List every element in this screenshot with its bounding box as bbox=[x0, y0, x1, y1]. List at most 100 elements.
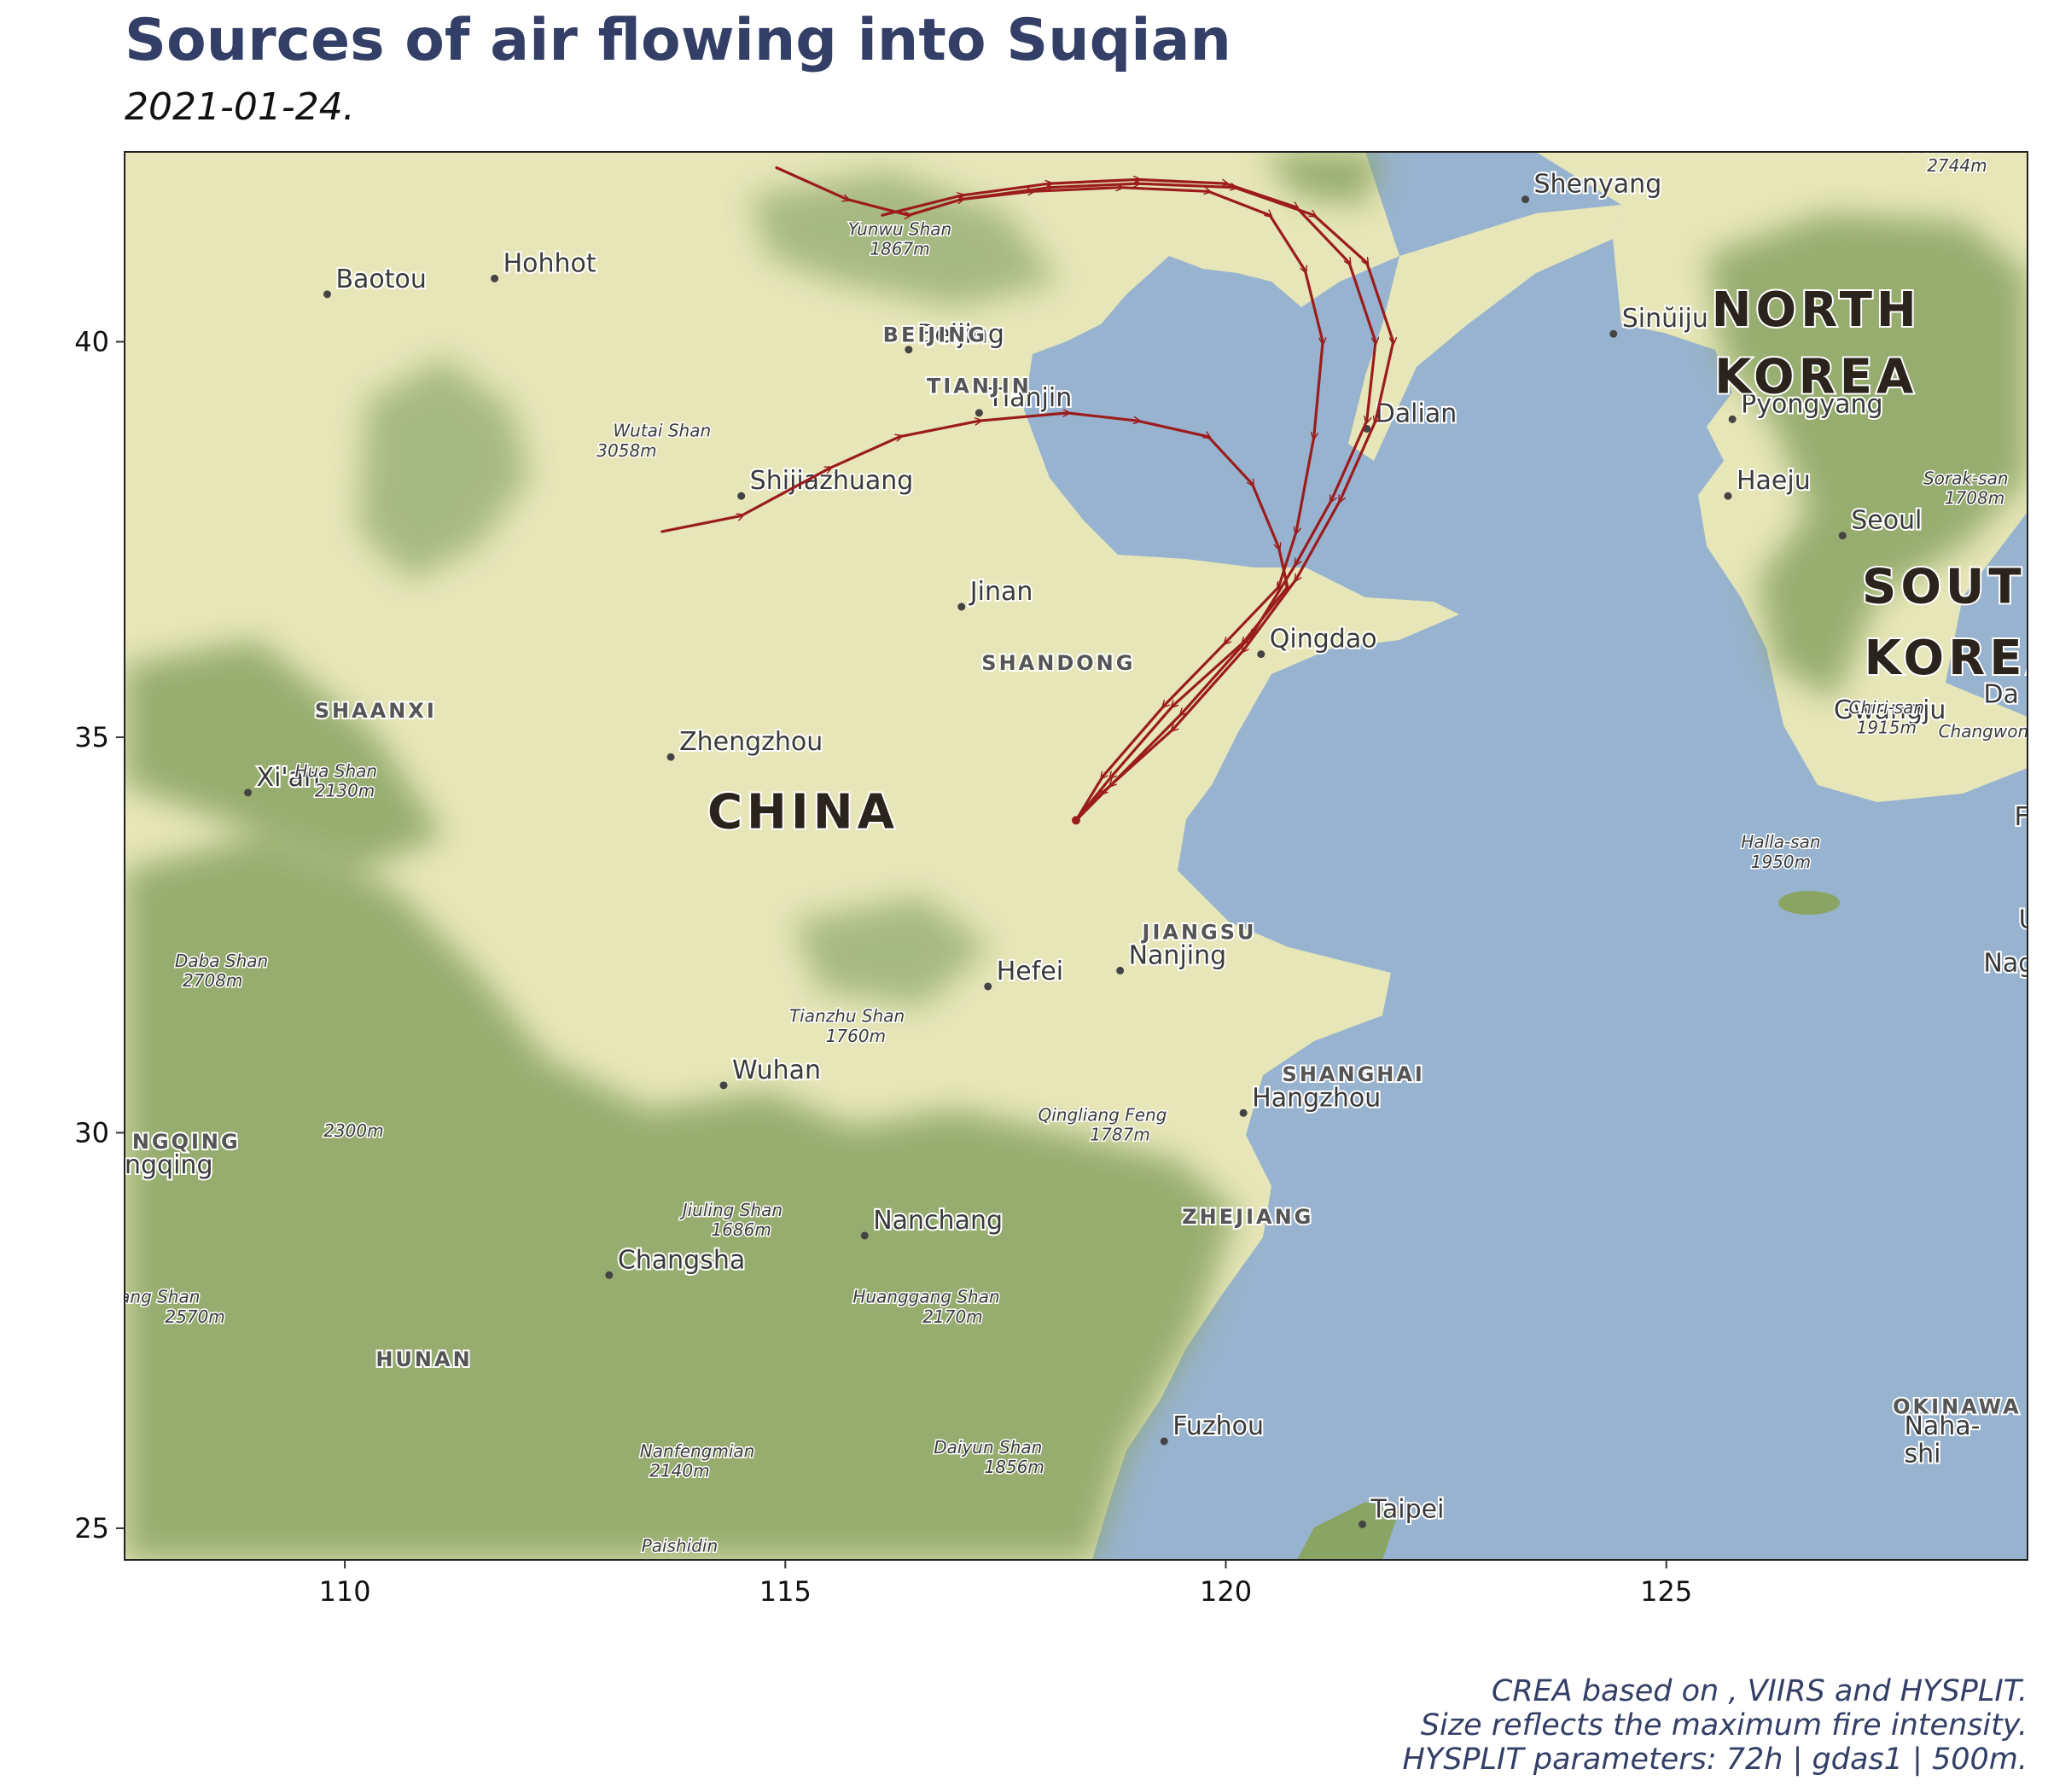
city-dot-taipei bbox=[1359, 1520, 1367, 1528]
caption: CREA based on , VIIRS and HYSPLIT. Size … bbox=[1403, 1674, 2028, 1777]
receptor-marker bbox=[1072, 816, 1080, 825]
terrain-shading bbox=[125, 152, 2028, 1560]
city-label-xi-an: Xi'an bbox=[257, 763, 321, 793]
city-label-jinan: Jinan bbox=[969, 577, 1033, 607]
city-label-nanjing: Nanjing bbox=[1129, 940, 1227, 970]
caption-line-1: CREA based on , VIIRS and HYSPLIT. bbox=[1491, 1674, 2028, 1708]
peak-label-2170m: 2170m bbox=[922, 1306, 982, 1327]
country-label-korea: KOREA bbox=[1714, 350, 1917, 405]
peak-label-wutai-shan: Wutai Shan bbox=[613, 421, 711, 441]
country-label-south: SOUTH bbox=[1862, 559, 2048, 614]
city-label-nanchang: Nanchang bbox=[873, 1206, 1003, 1236]
x-tick-label: 120 bbox=[1200, 1575, 1252, 1608]
liaodong-land bbox=[1348, 205, 1621, 461]
city-label-taipei: Taipei bbox=[1370, 1494, 1445, 1524]
x-tick-label: 125 bbox=[1640, 1575, 1692, 1608]
city-dot-haeju bbox=[1724, 492, 1732, 500]
city-dot-fuzhou bbox=[1160, 1437, 1168, 1446]
y-tick-label: 40 bbox=[74, 325, 109, 358]
taiwan-land bbox=[1297, 1502, 1399, 1560]
city-dot-nanjing bbox=[1116, 966, 1125, 975]
axes: 110 115 120 125 25 30 35 40 bbox=[74, 325, 1692, 1608]
city-label-hohhot: Hohhot bbox=[503, 248, 596, 278]
peak-label-2300m: 2300m bbox=[323, 1120, 383, 1141]
peak-label-ang-shan: ang Shan bbox=[119, 1287, 200, 1307]
city-dot-sin-iju bbox=[1609, 329, 1618, 338]
peak-label-changwon: Changwon bbox=[1939, 721, 2029, 742]
peak-label-2708m: 2708m bbox=[183, 970, 242, 991]
peak-label-1950m: 1950m bbox=[1751, 852, 1811, 872]
city-dot-seoul bbox=[1838, 532, 1847, 540]
city-label-shi: shi bbox=[1904, 1439, 1940, 1469]
peak-label-yunwu-shan: Yunwu Shan bbox=[848, 218, 951, 239]
city-label-seoul: Seoul bbox=[1851, 506, 1922, 536]
trajectory-line-4 bbox=[960, 183, 1393, 822]
city-label-baotou: Baotou bbox=[335, 265, 426, 294]
city-dot-zhengzhou bbox=[666, 753, 675, 761]
plot-frame bbox=[124, 151, 2028, 1561]
city-dot-changsha bbox=[605, 1271, 614, 1279]
city-dot-xi-an bbox=[244, 788, 253, 797]
y-tick-label: 30 bbox=[74, 1116, 109, 1149]
peak-label-paishidin: Paishidin bbox=[642, 1536, 718, 1556]
peak-label-1708m: 1708m bbox=[1945, 488, 2004, 509]
city-label-qingdao: Qingdao bbox=[1270, 625, 1377, 655]
province-label-shanghai: SHANGHAI bbox=[1283, 1062, 1425, 1086]
peak-label-1787m: 1787m bbox=[1090, 1125, 1149, 1145]
city-dot-beijing bbox=[905, 346, 913, 354]
x-tick-label: 110 bbox=[319, 1575, 371, 1608]
peak-label-chiri-san: Chiri-san bbox=[1849, 697, 1925, 718]
city-label-da: Da bbox=[1983, 680, 2018, 710]
city-label-f: F bbox=[2015, 802, 2029, 832]
city-dot-shijiazhuang bbox=[737, 492, 746, 500]
peak-label-1856m: 1856m bbox=[985, 1457, 1044, 1477]
city-dot-wuhan bbox=[719, 1081, 728, 1090]
peak-label-1915m: 1915m bbox=[1857, 717, 1917, 737]
y-tick-label: 25 bbox=[74, 1512, 109, 1545]
province-label-shaanxi: SHAANXI bbox=[315, 699, 437, 723]
peak-label-2570m: 2570m bbox=[165, 1306, 224, 1327]
peak-label-qingliang-feng: Qingliang Feng bbox=[1038, 1105, 1167, 1126]
city-label-hefei: Hefei bbox=[997, 957, 1063, 986]
basemap bbox=[125, 152, 2028, 1560]
city-label-shenyang: Shenyang bbox=[1534, 170, 1662, 200]
chart-subtitle: 2021-01-24. bbox=[125, 85, 355, 129]
city-label-wuhan: Wuhan bbox=[732, 1056, 821, 1085]
peak-label-nanfengmian: Nanfengmian bbox=[640, 1440, 755, 1461]
peak-label-sorak-san: Sorak-san bbox=[1923, 468, 2009, 488]
city-label-shijiazhuang: Shijiazhuang bbox=[750, 466, 914, 496]
city-dot-pyongyang bbox=[1728, 415, 1737, 423]
city-dot-hefei bbox=[984, 982, 992, 991]
city-label-nag: Nag bbox=[1983, 949, 2034, 979]
city-label-naha: Naha- bbox=[1904, 1411, 1980, 1441]
peak-label-1867m: 1867m bbox=[870, 239, 929, 259]
peak-label-tianzhu-shan: Tianzhu Shan bbox=[789, 1006, 905, 1027]
peak-label-daba-shan: Daba Shan bbox=[175, 951, 268, 971]
peak-label-2140m: 2140m bbox=[649, 1461, 709, 1481]
peak-label-hua-shan: Hua Shan bbox=[294, 760, 377, 781]
y-tick-label: 35 bbox=[74, 721, 109, 753]
city-dot-tianjin bbox=[975, 409, 983, 417]
country-label-china: CHINA bbox=[707, 785, 899, 841]
city-label-hangzhou: Hangzhou bbox=[1252, 1083, 1381, 1113]
city-dot-qingdao bbox=[1257, 650, 1265, 659]
country-label-korea: KOREA bbox=[1865, 631, 2048, 686]
province-label-tianjin: TIANJIN bbox=[927, 375, 1032, 399]
peak-label-paektu-san: Paektu-san bbox=[1900, 136, 1995, 156]
peak-label-1686m: 1686m bbox=[711, 1219, 771, 1240]
peak-label-daiyun-shan: Daiyun Shan bbox=[934, 1437, 1042, 1457]
peak-label-1760m: 1760m bbox=[826, 1026, 886, 1046]
city-dot-jinan bbox=[957, 602, 966, 611]
peak-label-halla-san: Halla-san bbox=[1741, 832, 1820, 852]
city-label-dalian: Dalian bbox=[1376, 399, 1457, 428]
peak-label-jiuling-shan: Jiuling Shan bbox=[679, 1200, 783, 1220]
city-dot-baotou bbox=[323, 290, 331, 299]
city-label-fuzhou: Fuzhou bbox=[1172, 1411, 1264, 1441]
trajectory-layer bbox=[660, 166, 1393, 825]
province-label-zhejiang: ZHEJIANG bbox=[1182, 1205, 1313, 1229]
city-dot-hohhot bbox=[491, 274, 499, 282]
city-dot-nanchang bbox=[860, 1231, 869, 1240]
peak-label-2130m: 2130m bbox=[315, 780, 375, 800]
caption-line-3: HYSPLIT parameters: 72h | gdas1 | 500m. bbox=[1402, 1743, 2028, 1777]
city-dot-shenyang bbox=[1521, 195, 1530, 204]
